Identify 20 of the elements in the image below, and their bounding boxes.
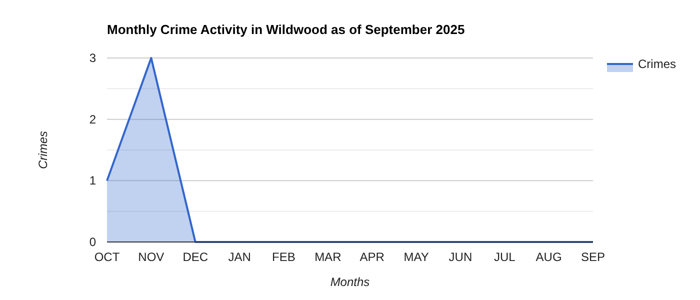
x-tick-label: AUG (536, 250, 562, 264)
y-tick-label: 1 (89, 174, 96, 188)
x-tick-label: MAR (314, 250, 342, 264)
x-tick-label: MAY (404, 250, 429, 264)
y-tick-label: 3 (89, 51, 96, 65)
y-tick-label: 2 (89, 112, 96, 126)
x-tick-label: OCT (94, 250, 120, 264)
x-tick-label: DEC (182, 250, 208, 264)
x-axis-title: Months (330, 275, 370, 289)
chart-title: Monthly Crime Activity in Wildwood as of September 2025 (107, 22, 465, 37)
x-tick-label: FEB (272, 250, 296, 264)
x-tick-label: SEP (580, 250, 606, 264)
y-tick-label: 0 (89, 235, 96, 249)
x-tick-label: JUN (448, 250, 472, 264)
x-tick-label: JAN (228, 250, 251, 264)
x-tick-label: NOV (138, 250, 164, 264)
x-tick-label: APR (360, 250, 385, 264)
y-axis-title: Crimes (36, 131, 50, 169)
x-tick-label: JUL (494, 250, 516, 264)
legend-label: Crimes (638, 57, 676, 71)
